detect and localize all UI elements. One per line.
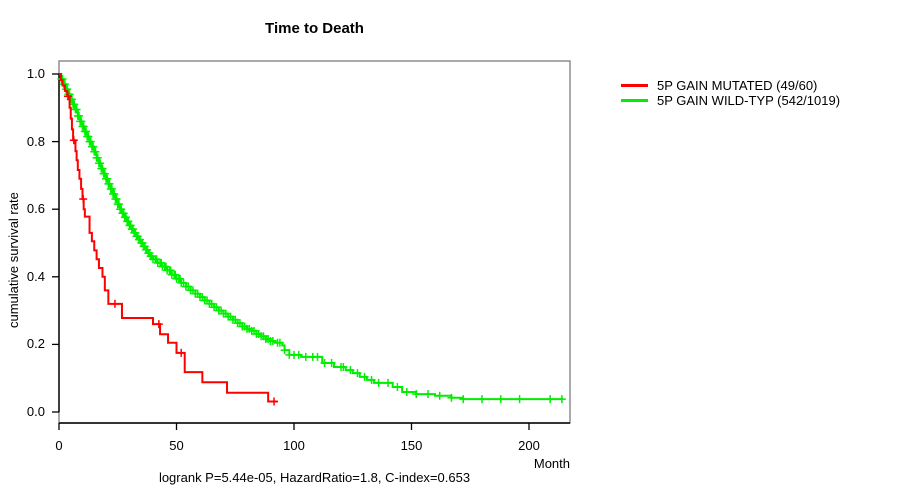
legend-label-wildtype: 5P GAIN WILD-TYP (542/1019) [657, 93, 841, 108]
censor-marks [63, 92, 279, 406]
legend-item-wildtype: 5P GAIN WILD-TYP (542/1019) [621, 93, 840, 108]
survival-curve [59, 73, 278, 403]
y-tick-label: 0.6 [26, 201, 45, 217]
x-tick-label: 200 [518, 438, 540, 453]
x-tick-label: 50 [169, 438, 184, 453]
plot-title: Time to Death [265, 20, 364, 37]
legend-line-wildtype [621, 99, 648, 102]
x-axis-label: Month [533, 456, 570, 471]
stats-annotation: logrank P=5.44e-05, HazardRatio=1.8, C-i… [158, 470, 471, 485]
y-tick-label: 1.0 [26, 66, 45, 81]
x-tick-label: 100 [283, 438, 305, 453]
x-tick-label: 150 [400, 438, 423, 453]
legend-line-mutated [621, 84, 648, 87]
legend-item-mutated: 5P GAIN MUTATED (49/60) [621, 78, 840, 93]
y-tick-label: 0.8 [26, 133, 45, 149]
y-tick-label: 0.0 [26, 404, 45, 419]
legend-label-mutated: 5P GAIN MUTATED (49/60) [657, 78, 818, 93]
y-tick-label: 0.2 [26, 336, 45, 352]
plot-box [58, 60, 571, 424]
y-tick-label: 0.4 [26, 268, 45, 284]
x-tick-label: 0 [55, 438, 63, 453]
censor-marks [57, 75, 566, 404]
legend: 5P GAIN MUTATED (49/60) 5P GAIN WILD-TYP… [621, 78, 840, 108]
